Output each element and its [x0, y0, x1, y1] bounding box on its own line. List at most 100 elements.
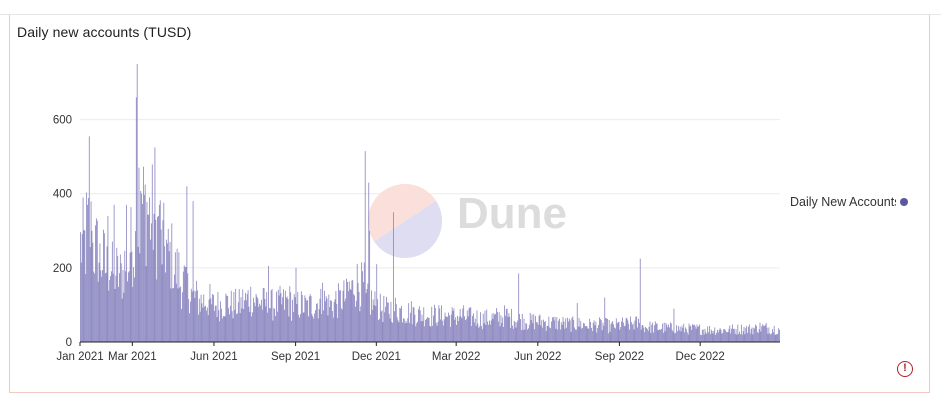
bar	[125, 271, 127, 342]
bar	[486, 309, 488, 342]
bar	[358, 291, 360, 342]
bar	[730, 333, 732, 342]
bar	[447, 316, 449, 342]
bar	[735, 329, 737, 342]
bar	[283, 289, 284, 342]
bar	[399, 307, 401, 342]
bar	[411, 324, 413, 342]
bar	[236, 314, 237, 342]
bar	[323, 290, 325, 342]
bar	[696, 324, 698, 342]
bar	[673, 308, 675, 342]
bar	[470, 307, 472, 342]
bar	[337, 317, 339, 342]
bar	[617, 322, 619, 342]
bar	[536, 322, 537, 342]
bar	[675, 332, 677, 342]
bar	[290, 292, 292, 342]
bar	[294, 297, 296, 342]
bar	[592, 322, 594, 342]
bar	[520, 319, 521, 342]
bar	[624, 325, 626, 342]
bar	[133, 267, 135, 342]
bar	[753, 327, 755, 342]
bar	[632, 323, 634, 342]
bar	[215, 305, 217, 342]
bar	[515, 327, 517, 342]
bar	[134, 277, 135, 342]
bar	[297, 292, 299, 342]
watermark-logo-top	[367, 183, 437, 242]
bar	[609, 331, 611, 342]
bar	[360, 306, 362, 342]
bar	[117, 256, 119, 342]
bar	[335, 291, 337, 342]
bar	[715, 334, 717, 342]
bar	[248, 306, 250, 342]
bar	[681, 325, 683, 342]
bar	[731, 328, 733, 342]
bar	[758, 329, 760, 342]
bar	[518, 273, 520, 342]
bar	[588, 328, 590, 342]
bar	[245, 300, 247, 342]
bar	[354, 295, 355, 342]
bar	[724, 330, 726, 342]
bar	[84, 230, 86, 342]
bar	[271, 289, 273, 342]
bar	[98, 262, 100, 342]
bar	[719, 328, 721, 342]
bar	[195, 291, 197, 342]
bar	[430, 326, 432, 342]
bar	[492, 318, 494, 342]
bar	[333, 302, 335, 342]
bar	[380, 311, 382, 342]
bar	[122, 269, 124, 342]
bar	[593, 320, 595, 342]
bar	[771, 333, 772, 342]
bar	[610, 324, 612, 342]
bar	[388, 313, 390, 342]
bar	[585, 325, 587, 342]
bar	[575, 329, 577, 342]
chart-legend[interactable]: Daily New Accounts	[790, 195, 908, 209]
bar	[321, 314, 323, 342]
bar	[378, 319, 380, 342]
bar	[599, 318, 601, 342]
x-tick-label: Dec 2021	[352, 351, 401, 363]
bar	[187, 273, 189, 342]
bar	[740, 334, 741, 342]
bar	[90, 201, 92, 342]
bar	[398, 322, 400, 342]
bar	[778, 328, 780, 342]
bar	[756, 325, 757, 342]
bar	[357, 282, 359, 342]
bar	[647, 331, 649, 342]
bar	[523, 318, 525, 342]
watermark-logo-bottom	[373, 200, 443, 259]
bar	[649, 321, 651, 342]
bar	[91, 230, 93, 342]
bar	[336, 304, 338, 342]
alert-circle-icon[interactable]: !	[897, 361, 913, 377]
bar	[375, 306, 377, 342]
bar	[311, 314, 313, 342]
bar	[561, 324, 563, 342]
bar	[209, 284, 211, 342]
bar	[596, 332, 598, 342]
bar	[135, 97, 137, 342]
bar	[591, 327, 592, 342]
bar	[312, 316, 314, 342]
bar	[759, 322, 761, 342]
bar	[188, 299, 190, 342]
bar	[259, 303, 261, 342]
bar	[273, 307, 275, 342]
bar	[408, 303, 410, 342]
bar	[751, 327, 753, 342]
bar	[402, 322, 403, 342]
bar	[762, 324, 764, 342]
bar	[519, 313, 520, 342]
bar	[721, 333, 723, 342]
bar	[116, 247, 118, 342]
bar	[442, 325, 444, 342]
